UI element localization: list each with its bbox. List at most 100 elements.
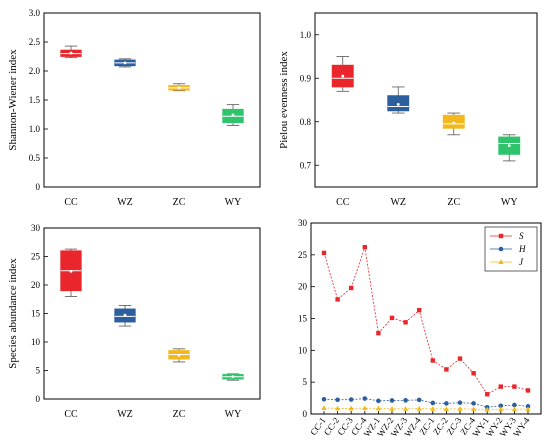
box-cc: CC bbox=[331, 56, 354, 208]
y-tick-label: 5 bbox=[303, 377, 308, 387]
mean-marker bbox=[231, 113, 235, 117]
data-point bbox=[457, 400, 463, 405]
plot-frame bbox=[314, 12, 538, 188]
x-category-label: WZ bbox=[390, 197, 406, 208]
y-tick-label: 5 bbox=[36, 366, 41, 376]
y-tick-label: 25 bbox=[298, 250, 308, 260]
data-point bbox=[349, 285, 354, 291]
box-cc: CC bbox=[60, 45, 82, 208]
data-point bbox=[403, 320, 408, 325]
x-category-label: ZC bbox=[173, 409, 186, 420]
legend-label: J bbox=[519, 257, 524, 267]
data-point bbox=[321, 250, 327, 256]
x-category-label: WY bbox=[225, 197, 242, 208]
mean-marker bbox=[69, 51, 73, 55]
data-point bbox=[471, 401, 476, 406]
box-cc: CC bbox=[60, 248, 82, 420]
y-axis-label: Pielou evenness index bbox=[278, 51, 290, 149]
y-tick-label: 1.0 bbox=[300, 30, 312, 40]
data-point bbox=[362, 244, 367, 250]
mean-marker bbox=[123, 313, 127, 317]
legend-marker bbox=[498, 233, 504, 239]
data-point bbox=[375, 405, 381, 411]
data-point bbox=[498, 406, 504, 412]
y-tick-label: 30 bbox=[31, 223, 41, 233]
box-zc: ZC bbox=[442, 112, 465, 208]
y-tick-label: 0 bbox=[303, 409, 308, 419]
data-point bbox=[335, 297, 340, 302]
y-tick-label: 30 bbox=[298, 218, 308, 228]
y-tick-label: 0.9 bbox=[300, 73, 312, 83]
box-zc: ZC bbox=[168, 83, 190, 208]
y-tick-label: 15 bbox=[31, 309, 41, 319]
data-point bbox=[403, 398, 408, 403]
data-point bbox=[416, 405, 422, 411]
legend-item-j: J bbox=[490, 257, 524, 267]
y-tick-label: 20 bbox=[298, 282, 308, 292]
series-j bbox=[321, 405, 531, 412]
legend-item-h: H bbox=[490, 244, 526, 254]
legend-label: S bbox=[519, 231, 524, 241]
line-chart-panel: 051015202530CC-1CC-2CC-3CC-4WZ-1WZ-2WZ-3… bbox=[298, 218, 542, 439]
y-tick-label: 0.7 bbox=[300, 160, 312, 170]
data-point bbox=[471, 371, 476, 376]
legend-item-s: S bbox=[490, 231, 524, 241]
y-tick-label: 25 bbox=[31, 252, 41, 262]
x-category-label: CC bbox=[64, 409, 78, 420]
mean-marker bbox=[231, 375, 235, 379]
y-tick-label: 10 bbox=[31, 337, 41, 347]
legend-marker bbox=[498, 246, 504, 252]
x-category-label: WY bbox=[501, 197, 518, 208]
data-point bbox=[457, 406, 463, 411]
data-point bbox=[444, 401, 449, 406]
box-wz: WZ bbox=[114, 58, 136, 208]
mean-marker bbox=[177, 86, 181, 90]
x-category-label: ZC bbox=[447, 197, 460, 208]
box-wy: WY bbox=[222, 373, 244, 420]
data-point bbox=[498, 384, 503, 389]
box-plot-panel-3: 0 5 10 15 20 25 30 Species abundance index CC WZ Z… bbox=[7, 223, 261, 420]
data-point bbox=[389, 398, 395, 403]
x-category-label: WZ bbox=[117, 409, 133, 420]
series-line bbox=[323, 407, 529, 410]
box-wy: WY bbox=[222, 104, 244, 208]
data-point bbox=[525, 388, 531, 393]
x-category-label: WZ bbox=[117, 197, 133, 208]
mean-marker bbox=[452, 121, 456, 125]
y-tick-label: 20 bbox=[31, 280, 41, 290]
mean-marker bbox=[123, 61, 127, 65]
data-point bbox=[376, 330, 381, 336]
x-category-label: CC bbox=[64, 197, 78, 208]
data-point bbox=[403, 405, 409, 411]
mean-marker bbox=[341, 74, 345, 78]
data-point bbox=[525, 406, 531, 412]
series-s bbox=[321, 244, 531, 397]
data-point bbox=[417, 308, 422, 313]
data-point bbox=[362, 396, 368, 401]
plot-frame bbox=[43, 12, 261, 188]
data-point bbox=[525, 404, 531, 409]
y-tick-label: 1.0 bbox=[29, 124, 41, 134]
y-tick-label: 0 bbox=[36, 182, 41, 192]
data-point bbox=[389, 405, 395, 411]
data-point bbox=[389, 315, 395, 321]
legend-label: H bbox=[518, 244, 526, 254]
y-tick-label: 2.5 bbox=[29, 37, 41, 47]
data-point bbox=[321, 396, 327, 402]
series-h bbox=[321, 396, 531, 410]
series-line bbox=[323, 247, 529, 395]
box-wz: WZ bbox=[387, 86, 410, 208]
box-zc: ZC bbox=[168, 348, 190, 420]
data-point bbox=[362, 405, 368, 411]
data-point bbox=[471, 406, 477, 412]
data-point bbox=[348, 397, 354, 402]
legend: SHJ bbox=[484, 226, 538, 272]
y-axis-label: Species abundance index bbox=[7, 258, 19, 369]
data-point bbox=[511, 406, 517, 412]
y-tick-label: 3.0 bbox=[29, 8, 41, 18]
data-point bbox=[348, 405, 354, 411]
data-point bbox=[416, 397, 422, 403]
mean-marker bbox=[69, 269, 73, 273]
x-category-label: ZC bbox=[173, 197, 186, 208]
y-axis-label: Shannon-Wiener index bbox=[7, 49, 19, 151]
